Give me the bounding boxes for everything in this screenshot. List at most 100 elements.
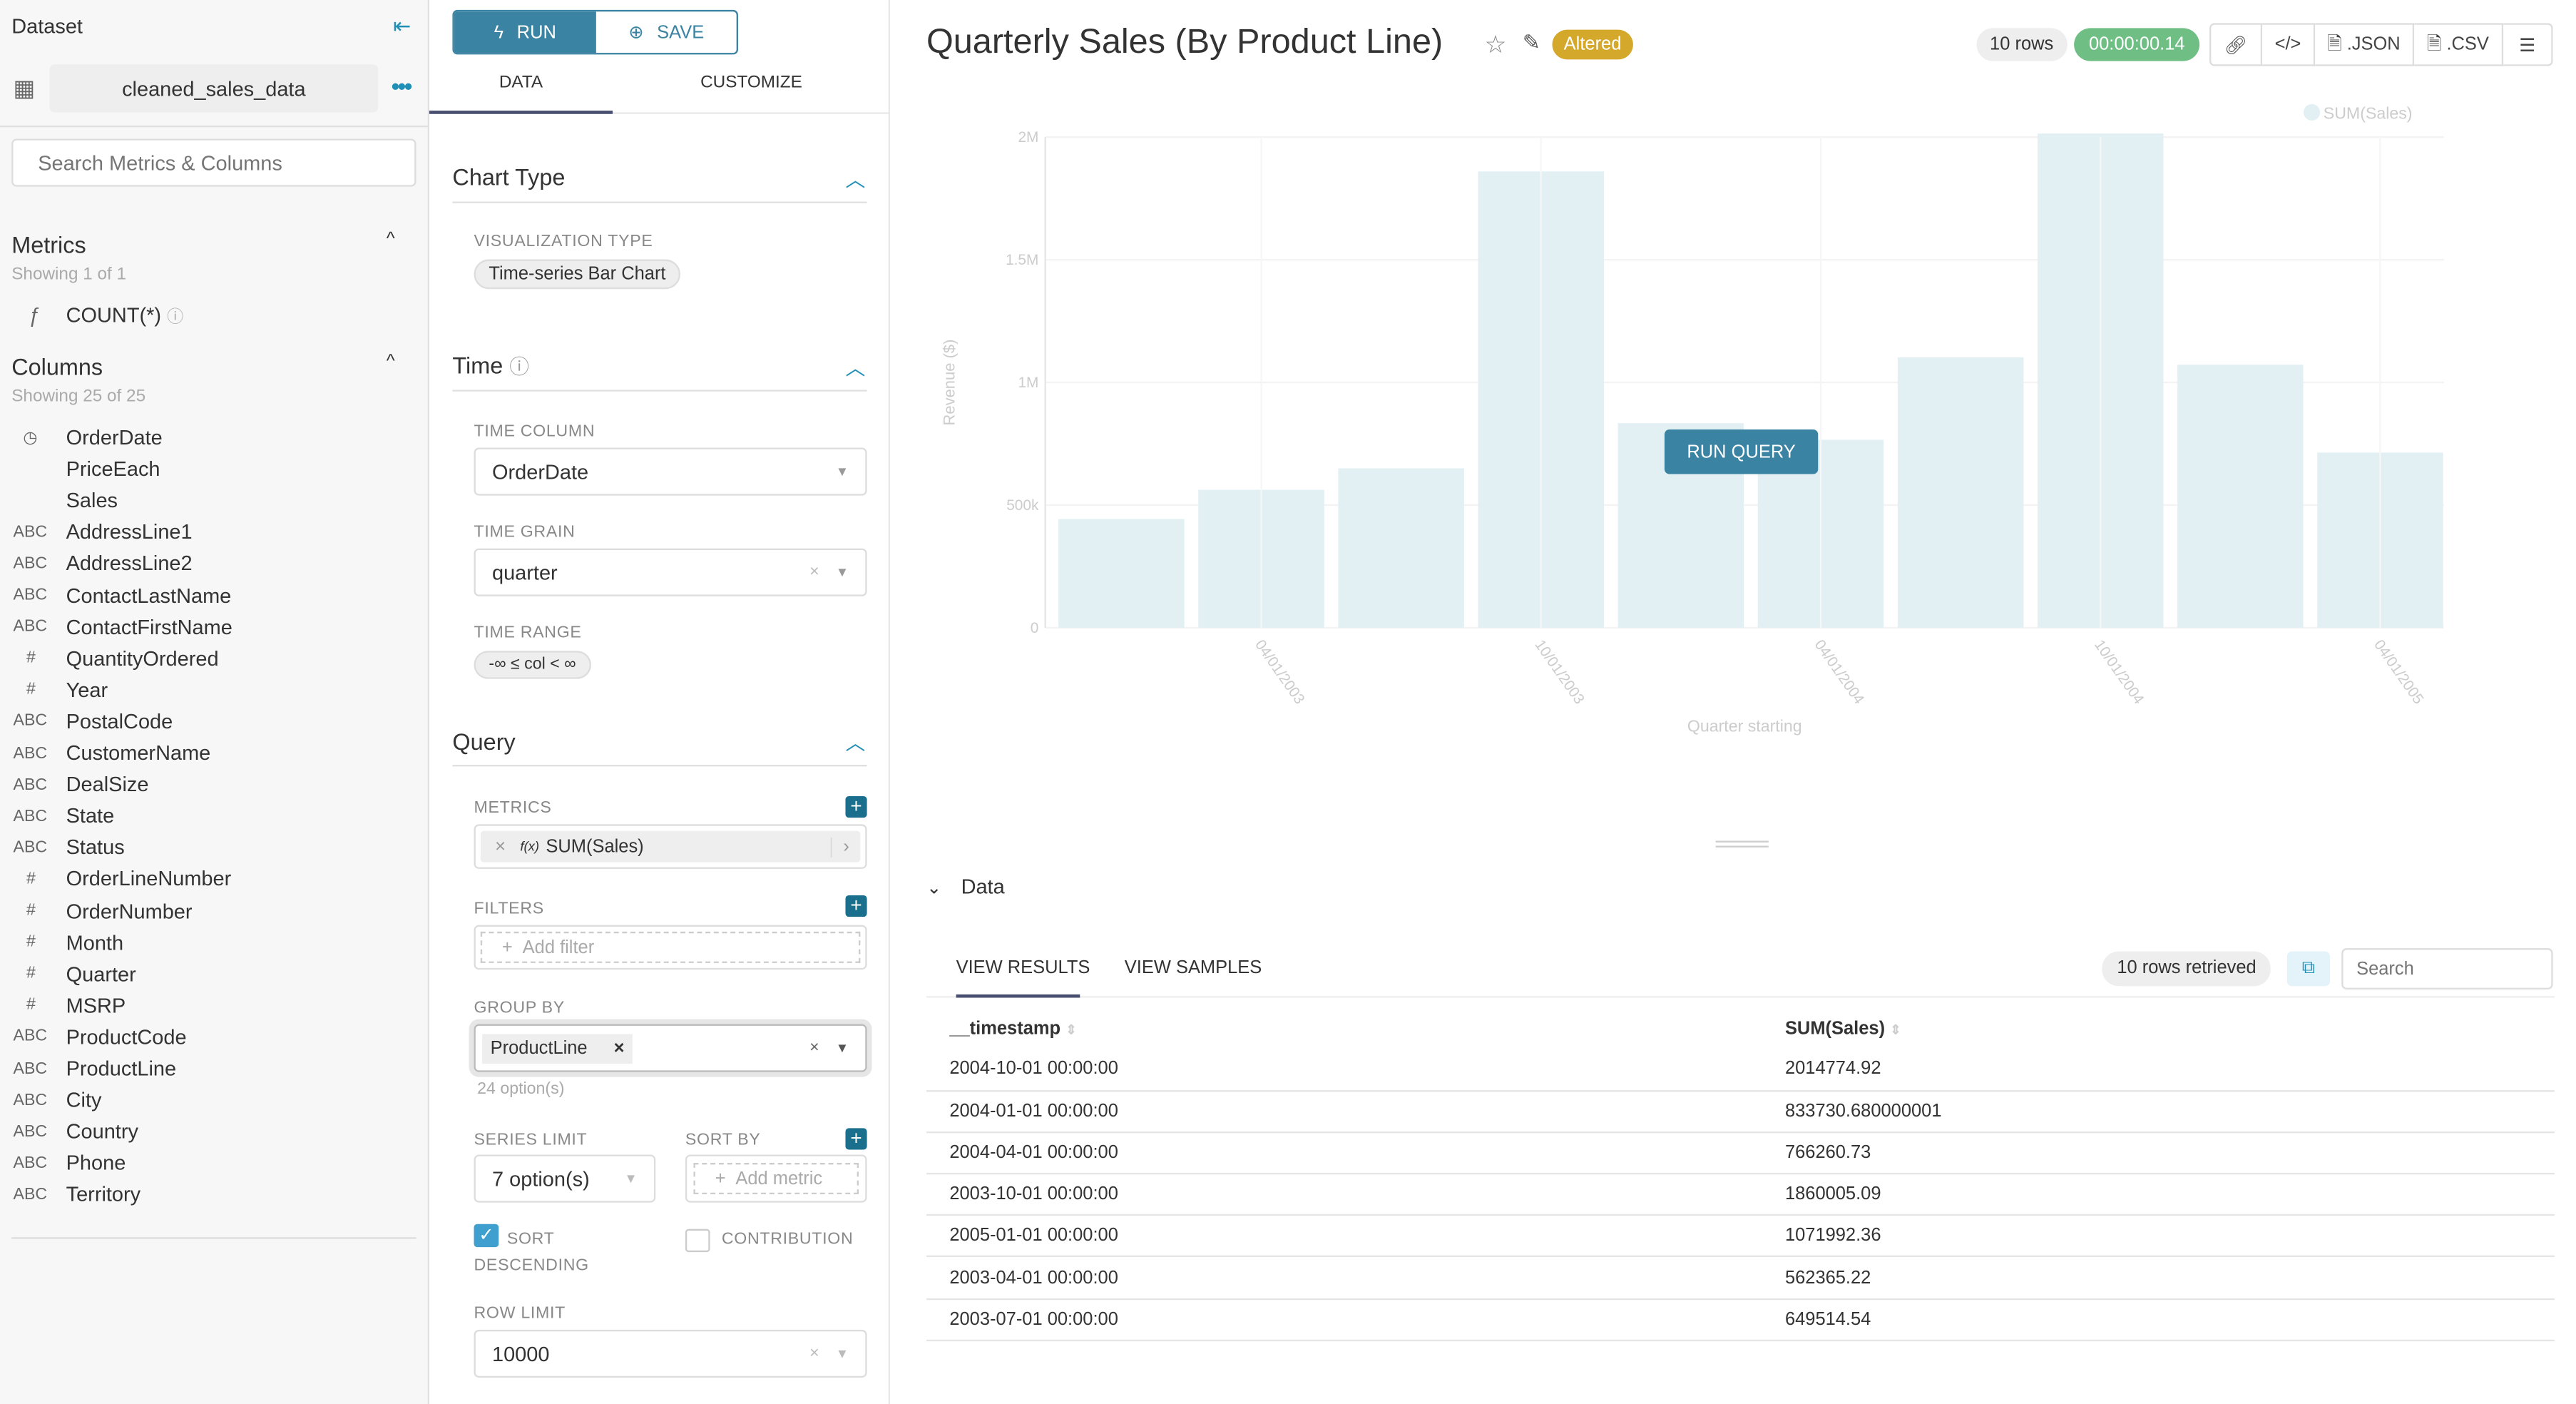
run-query-button[interactable]: RUN QUERY bbox=[1664, 429, 1819, 474]
collapse-icon[interactable]: ⇤ bbox=[393, 13, 412, 39]
remove-icon[interactable]: × bbox=[495, 836, 506, 857]
copy-icon: ⧉ bbox=[2301, 957, 2316, 978]
column-item[interactable]: ABC PostalCode bbox=[14, 707, 173, 737]
column-item[interactable]: # Month bbox=[14, 927, 124, 957]
add-sort-metric-button[interactable]: + Add metric bbox=[693, 1163, 859, 1195]
column-item[interactable]: # OrderLineNumber bbox=[14, 865, 232, 895]
info-icon[interactable]: ⓘ bbox=[509, 355, 530, 379]
contribution-checkbox[interactable] bbox=[685, 1228, 710, 1253]
column-item[interactable]: ABC City bbox=[14, 1085, 102, 1115]
tab-view-samples[interactable]: VIEW SAMPLES bbox=[1124, 957, 1262, 978]
action-buttons: 🔗︎ </> 🗎 .JSON 🗎 .CSV ☰ bbox=[2209, 23, 2553, 66]
results-search-input[interactable] bbox=[2341, 948, 2553, 990]
search-metrics-input[interactable] bbox=[11, 138, 416, 187]
column-item[interactable]: PriceEach bbox=[14, 454, 160, 484]
json-button[interactable]: 🗎 .JSON bbox=[2315, 23, 2415, 66]
column-item[interactable]: # QuantityOrdered bbox=[14, 644, 219, 673]
divider bbox=[452, 390, 867, 392]
column-item[interactable]: ABC AddressLine1 bbox=[14, 517, 193, 547]
star-icon[interactable]: ☆ bbox=[1484, 31, 1507, 60]
column-item[interactable]: # Year bbox=[14, 676, 108, 706]
help-icon[interactable]: ⓘ bbox=[167, 308, 184, 327]
column-item[interactable]: ABC Phone bbox=[14, 1149, 126, 1179]
column-item[interactable]: ABC Country bbox=[14, 1117, 138, 1147]
columns-collapse-icon[interactable]: ^ bbox=[386, 352, 395, 372]
copy-button[interactable]: ⧉ bbox=[2286, 951, 2331, 987]
run-button[interactable]: ϟ RUN bbox=[454, 11, 596, 54]
clear-icon[interactable]: × bbox=[809, 1039, 819, 1057]
chevron-up-icon[interactable]: ︿ bbox=[845, 168, 866, 192]
column-item[interactable]: ABC ProductCode bbox=[14, 1022, 187, 1052]
column-item[interactable]: ABC Status bbox=[14, 833, 125, 863]
altered-badge[interactable]: Altered bbox=[1552, 29, 1633, 60]
cell-sales: 833730.680000001 bbox=[1784, 1101, 1942, 1121]
chevron-right-icon[interactable]: › bbox=[830, 836, 861, 857]
tab-customize[interactable]: CUSTOMIZE bbox=[700, 72, 802, 93]
metrics-collapse-icon[interactable]: ^ bbox=[386, 229, 395, 250]
chevron-up-icon[interactable]: ︿ bbox=[845, 357, 866, 380]
tab-data[interactable]: DATA bbox=[499, 72, 543, 93]
sort-icon[interactable]: ⇕ bbox=[1065, 1022, 1077, 1037]
resize-handle[interactable] bbox=[1715, 840, 1769, 848]
cell-sales: 1860005.09 bbox=[1784, 1184, 1881, 1205]
metric-tag[interactable]: × f(x) SUM(Sales) › bbox=[480, 830, 861, 863]
metric-item[interactable]: COUNT(*) ⓘ bbox=[66, 302, 184, 327]
tab-view-results[interactable]: VIEW RESULTS bbox=[956, 957, 1090, 978]
menu-button[interactable]: ☰ bbox=[2503, 23, 2553, 66]
data-section-title[interactable]: Data bbox=[961, 875, 1005, 899]
column-item[interactable]: ABC ContactFirstName bbox=[14, 612, 232, 642]
column-item[interactable]: ABC AddressLine2 bbox=[14, 549, 193, 579]
column-name: ProductLine bbox=[66, 1057, 177, 1081]
save-button[interactable]: ⊕ SAVE bbox=[596, 11, 737, 53]
column-item[interactable]: ABC State bbox=[14, 801, 115, 831]
column-item[interactable]: ABC CustomerName bbox=[14, 738, 211, 768]
string-type-icon: ABC bbox=[13, 618, 48, 636]
column-item[interactable]: ABC ContactLastName bbox=[14, 581, 232, 611]
sort-descending-checkbox[interactable]: ✓ bbox=[474, 1224, 499, 1248]
table-row: 2004-01-01 00:00:00 833730.680000001 bbox=[926, 1091, 2555, 1132]
column-name: ProductCode bbox=[66, 1025, 187, 1049]
link-button[interactable]: 🔗︎ bbox=[2209, 23, 2263, 66]
column-item[interactable]: ABC DealSize bbox=[14, 770, 149, 800]
chevron-up-icon[interactable]: ︿ bbox=[845, 731, 866, 756]
embed-button[interactable]: </> bbox=[2262, 23, 2316, 66]
time-column-select[interactable]: OrderDate ▼ bbox=[474, 447, 867, 496]
group-by-select[interactable]: ProductLine × × ▼ bbox=[474, 1024, 867, 1072]
add-filter-plus-button[interactable]: + bbox=[845, 895, 867, 917]
more-options-icon[interactable]: ••• bbox=[391, 72, 412, 99]
csv-button[interactable]: 🗎 .CSV bbox=[2414, 23, 2504, 66]
column-name: OrderNumber bbox=[66, 899, 193, 923]
add-metric-label: Add metric bbox=[735, 1169, 823, 1189]
column-name: Status bbox=[66, 836, 125, 860]
series-limit-select[interactable]: 7 option(s) ▼ bbox=[474, 1154, 656, 1203]
add-sort-button[interactable]: + bbox=[845, 1128, 867, 1150]
column-item[interactable]: ◷ OrderDate bbox=[14, 423, 163, 453]
cell-sales: 2014774.92 bbox=[1784, 1059, 1881, 1079]
query-title: Query bbox=[452, 728, 516, 756]
time-range-pill[interactable]: -∞ ≤ col < ∞ bbox=[474, 651, 591, 679]
viz-type-pill[interactable]: Time-series Bar Chart bbox=[474, 259, 681, 290]
sort-icon[interactable]: ⇕ bbox=[1890, 1022, 1901, 1037]
add-filter-button[interactable]: + Add filter bbox=[480, 931, 861, 963]
column-item[interactable]: # MSRP bbox=[14, 991, 126, 1021]
add-metric-button[interactable]: + bbox=[845, 796, 867, 818]
time-grain-label: TIME GRAIN bbox=[474, 523, 576, 542]
column-item[interactable]: Sales bbox=[14, 486, 118, 516]
column-header-sum-sales[interactable]: SUM(Sales) ⇕ bbox=[1785, 1007, 2555, 1049]
column-item[interactable]: ABC Territory bbox=[14, 1180, 141, 1210]
string-type-icon: ABC bbox=[13, 1122, 48, 1141]
edit-icon[interactable]: ✎ bbox=[1522, 29, 1541, 55]
column-header-timestamp[interactable]: __timestamp ⇕ bbox=[926, 1007, 1785, 1049]
time-range-label: TIME RANGE bbox=[474, 624, 582, 643]
chart-title[interactable]: Quarterly Sales (By Product Line) bbox=[926, 23, 1443, 61]
column-item[interactable]: # OrderNumber bbox=[14, 896, 193, 926]
chevron-down-icon[interactable]: ⌄ bbox=[926, 878, 942, 899]
remove-tag-icon[interactable]: × bbox=[613, 1038, 625, 1059]
clear-icon[interactable]: × bbox=[809, 563, 819, 582]
time-grain-select[interactable]: quarter × ▼ bbox=[474, 548, 867, 596]
column-item[interactable]: # Quarter bbox=[14, 960, 136, 990]
clear-icon[interactable]: × bbox=[809, 1344, 819, 1363]
dataset-name[interactable]: cleaned_sales_data bbox=[49, 64, 379, 113]
row-limit-select[interactable]: 10000 × ▼ bbox=[474, 1329, 867, 1378]
column-item[interactable]: ABC ProductLine bbox=[14, 1054, 177, 1084]
